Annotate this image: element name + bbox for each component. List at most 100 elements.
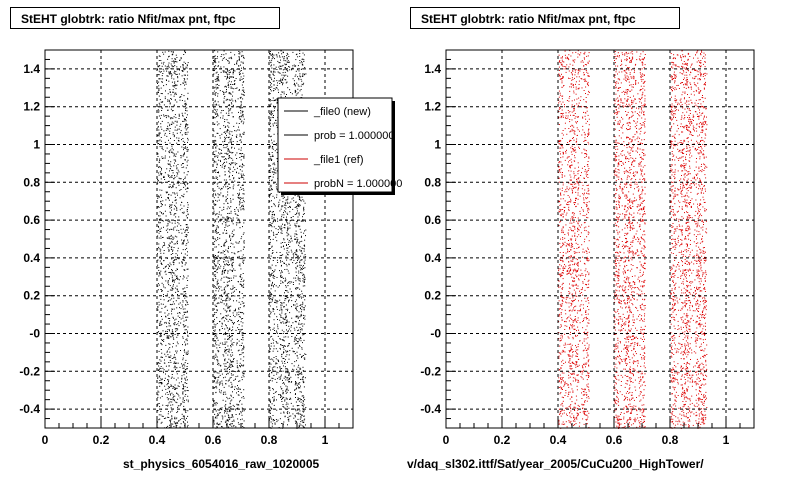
- scatter-point: [186, 287, 188, 288]
- scatter-point: [213, 263, 215, 264]
- scatter-point: [283, 351, 285, 353]
- scatter-point: [221, 323, 223, 325]
- scatter-point: [185, 123, 187, 125]
- scatter-point: [213, 300, 215, 302]
- scatter-point: [285, 336, 287, 338]
- scatter-point: [286, 320, 288, 322]
- scatter-point: [173, 377, 175, 379]
- scatter-point: [221, 328, 223, 329]
- scatter-point: [242, 206, 244, 207]
- scatter-point: [175, 367, 177, 369]
- scatter-point: [301, 247, 303, 249]
- scatter-point: [276, 98, 278, 100]
- scatter-point: [213, 70, 215, 72]
- scatter-point: [160, 366, 162, 367]
- scatter-point: [271, 285, 273, 287]
- scatter-point: [238, 90, 240, 91]
- scatter-point: [174, 279, 176, 281]
- scatter-point: [187, 399, 189, 401]
- scatter-point: [233, 184, 235, 186]
- scatter-point: [235, 101, 237, 103]
- scatter-point: [174, 193, 176, 195]
- scatter-point: [231, 374, 233, 376]
- scatter-point: [223, 206, 225, 208]
- scatter-point: [304, 299, 306, 301]
- scatter-point: [215, 385, 217, 387]
- scatter-point: [185, 81, 187, 83]
- scatter-point: [219, 137, 221, 139]
- scatter-point: [173, 214, 175, 216]
- scatter-point: [287, 270, 289, 272]
- scatter-point: [179, 426, 181, 428]
- scatter-point: [162, 213, 164, 215]
- scatter-point: [240, 284, 242, 286]
- scatter-point: [175, 259, 177, 261]
- scatter-point: [228, 333, 230, 334]
- scatter-point: [275, 341, 277, 342]
- scatter-point: [288, 321, 290, 323]
- scatter-point: [286, 61, 288, 63]
- scatter-point: [172, 386, 174, 387]
- scatter-point: [284, 375, 286, 377]
- scatter-point: [186, 67, 188, 69]
- scatter-point: [221, 209, 223, 211]
- scatter-point: [225, 200, 227, 202]
- scatter-point: [300, 421, 302, 423]
- scatter-point: [221, 156, 223, 158]
- scatter-point: [274, 77, 275, 79]
- scatter-point: [226, 284, 228, 286]
- scatter-point: [171, 358, 173, 359]
- scatter-point: [231, 342, 233, 344]
- scatter-point: [240, 412, 242, 414]
- scatter-point: [176, 425, 178, 426]
- scatter-point: [157, 65, 159, 67]
- scatter-point: [242, 396, 244, 397]
- scatter-point: [213, 381, 215, 383]
- scatter-point: [230, 151, 232, 153]
- scatter-point: [287, 207, 289, 208]
- scatter-point: [236, 312, 238, 314]
- scatter-point: [236, 300, 238, 302]
- scatter-point: [180, 182, 182, 184]
- scatter-point: [168, 376, 170, 378]
- scatter-point: [229, 310, 231, 312]
- scatter-point: [284, 359, 286, 361]
- scatter-point: [237, 367, 239, 369]
- scatter-point: [214, 117, 216, 119]
- scatter-point: [218, 372, 220, 374]
- scatter-point: [286, 371, 288, 373]
- scatter-point: [171, 287, 173, 289]
- scatter-point: [280, 65, 282, 67]
- scatter-point: [298, 398, 300, 400]
- scatter-point: [283, 365, 284, 367]
- scatter-point: [220, 189, 222, 191]
- scatter-point: [305, 229, 307, 231]
- scatter-point: [285, 392, 287, 394]
- scatter-point: [271, 152, 273, 153]
- scatter-point: [229, 298, 231, 300]
- scatter-point: [289, 312, 291, 314]
- scatter-point: [226, 263, 227, 265]
- scatter-point: [289, 211, 291, 213]
- scatter-point: [227, 260, 229, 262]
- scatter-point: [285, 208, 287, 210]
- scatter-point: [228, 411, 230, 413]
- scatter-point: [240, 107, 241, 109]
- scatter-point: [281, 206, 283, 208]
- scatter-point: [304, 245, 306, 247]
- scatter-point: [291, 381, 293, 383]
- scatter-point: [274, 164, 276, 166]
- scatter-point: [233, 300, 234, 302]
- scatter-point: [168, 365, 170, 367]
- scatter-point: [241, 293, 243, 294]
- scatter-point: [304, 399, 306, 401]
- scatter-point: [161, 156, 163, 158]
- scatter-point: [293, 200, 295, 202]
- scatter-point: [298, 195, 300, 197]
- scatter-point: [236, 392, 237, 394]
- scatter-point: [294, 338, 296, 340]
- scatter-point: [228, 149, 230, 151]
- scatter-point: [166, 335, 168, 337]
- scatter-point: [231, 142, 232, 144]
- scatter-point: [286, 391, 288, 393]
